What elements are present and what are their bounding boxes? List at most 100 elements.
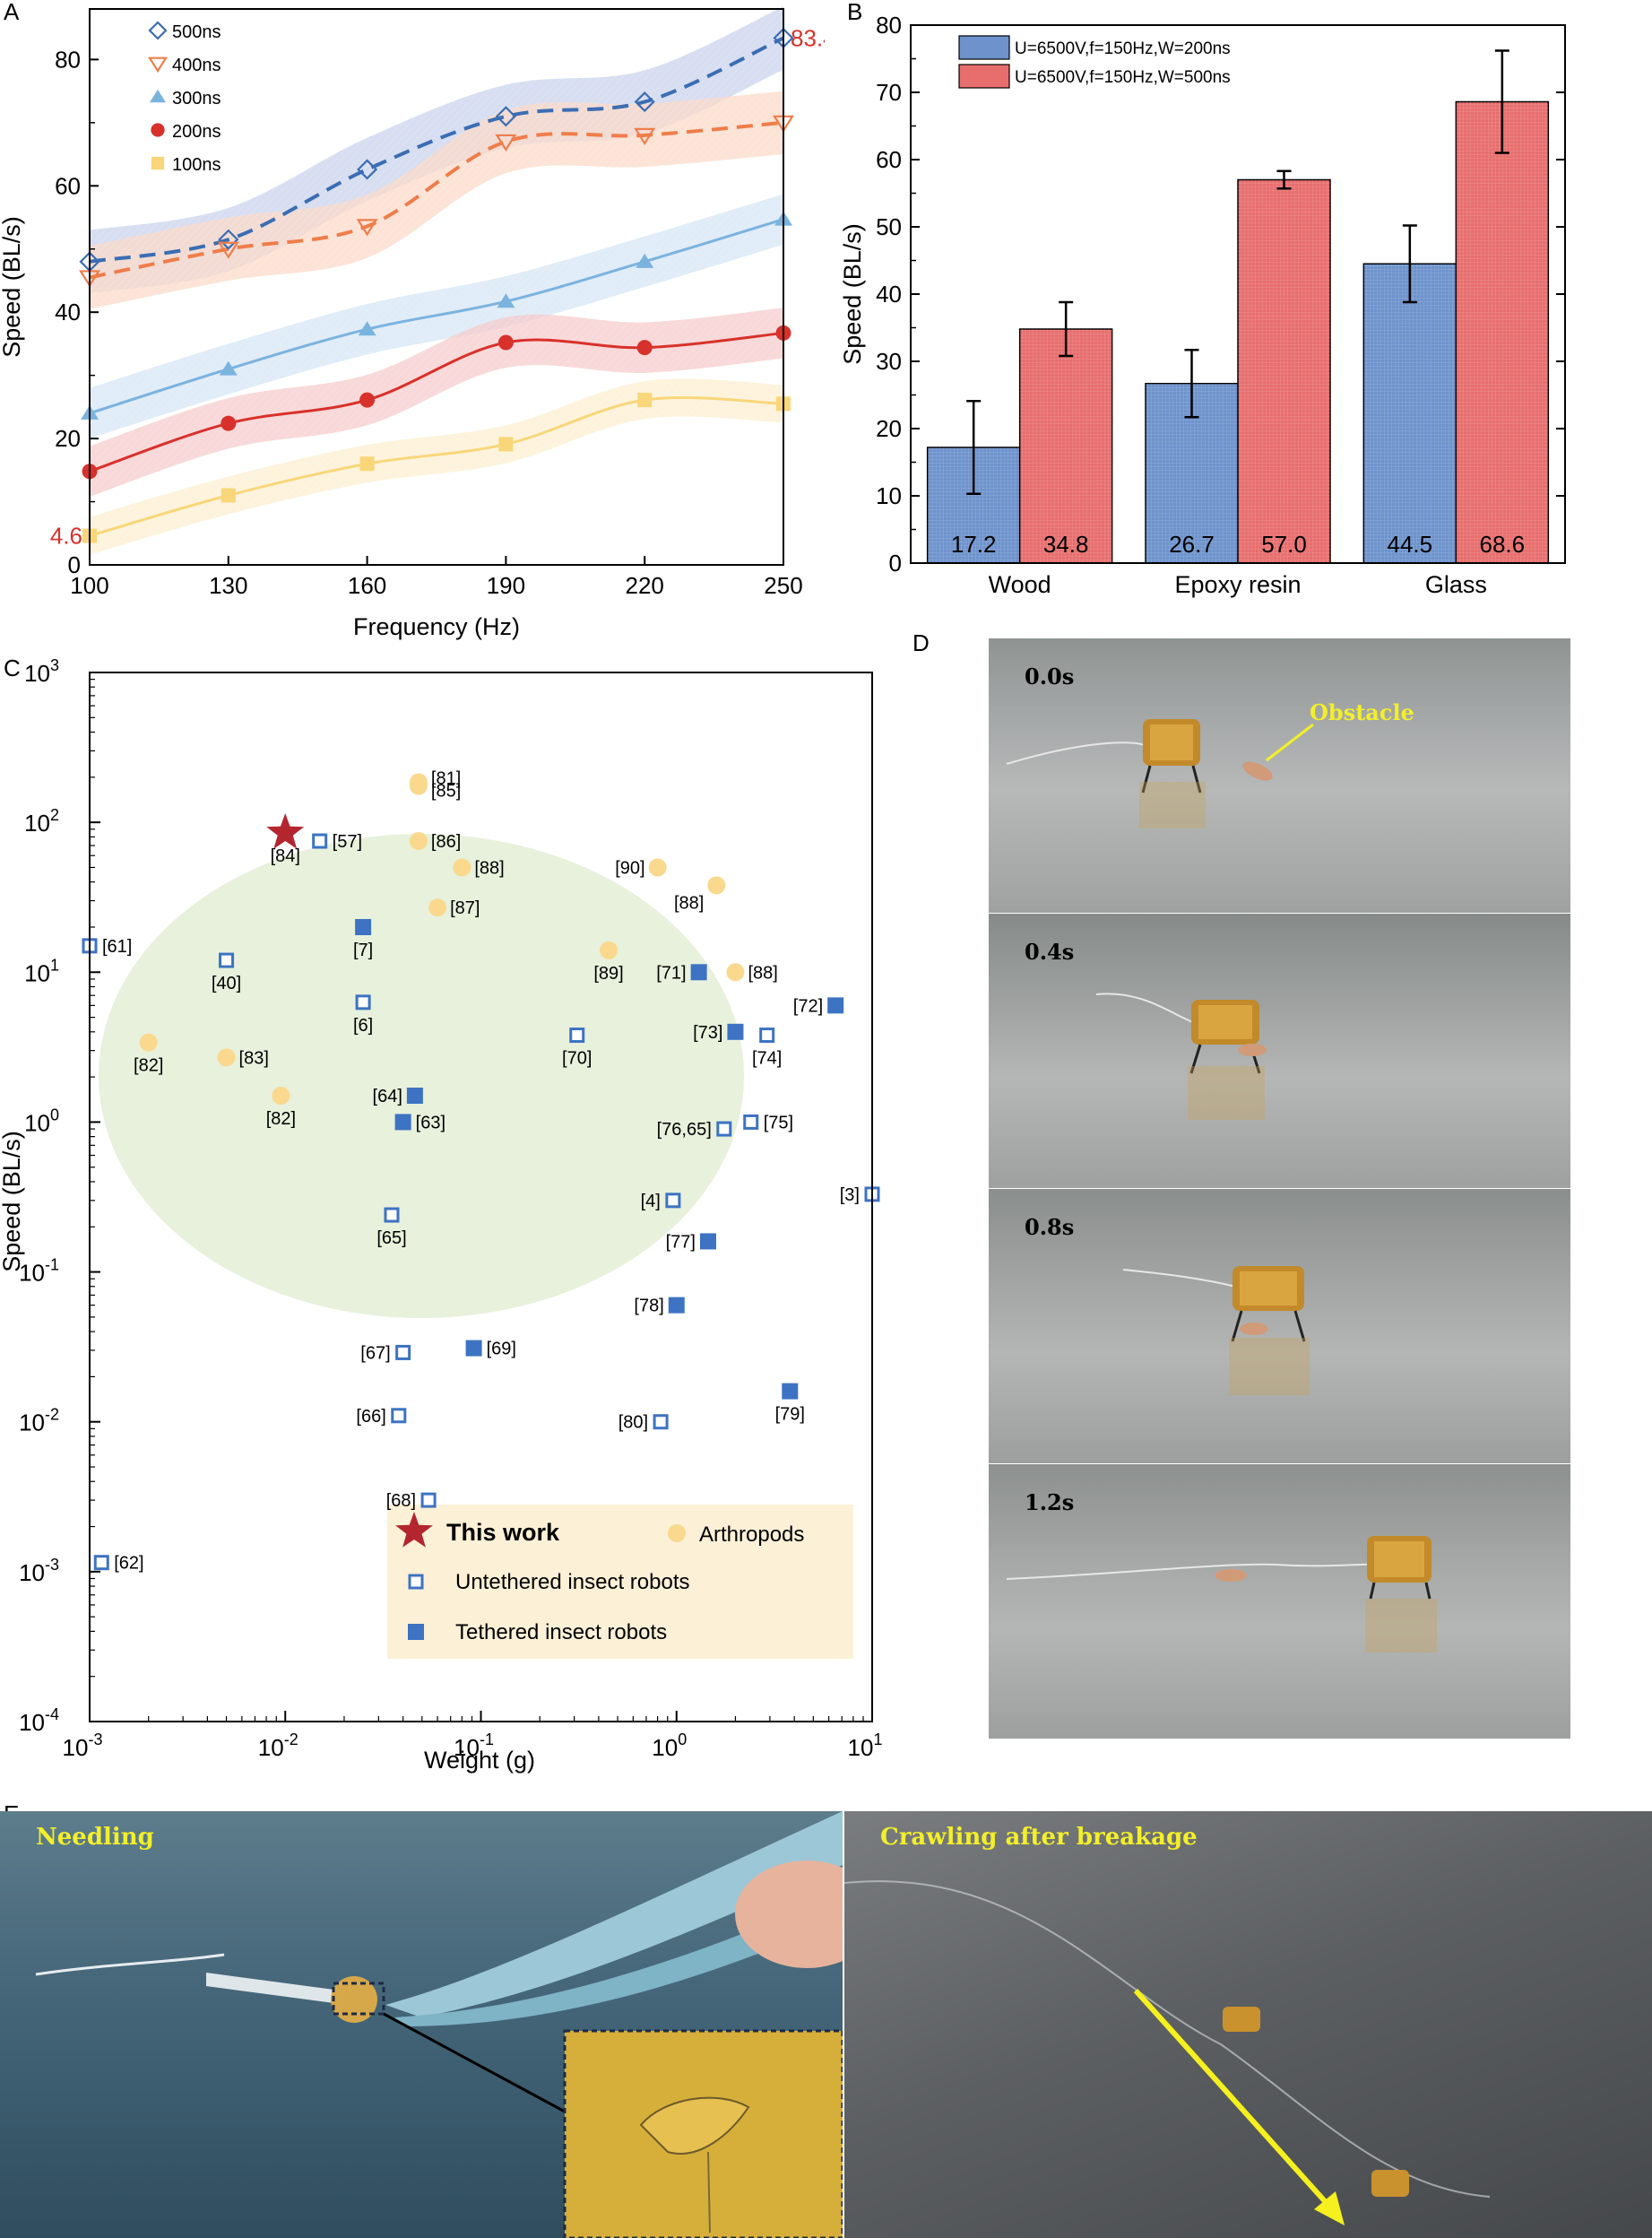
point-label-12: [82] xyxy=(266,1109,296,1129)
bar-value-label: 57.0 xyxy=(1261,531,1307,558)
point-tethered-38 xyxy=(782,1383,799,1400)
point-label-32: [73] xyxy=(693,1023,722,1043)
legend-label-300ns: 300ns xyxy=(172,89,221,108)
point-200ns-190 xyxy=(497,334,514,351)
point-label-2: [85] xyxy=(431,781,461,801)
chart-b-ylabel: Speed (BL/s) xyxy=(839,223,866,365)
point-label-25: [66] xyxy=(356,1407,385,1427)
point-label-14: [61] xyxy=(102,937,132,957)
point-label-9: [88] xyxy=(748,963,777,983)
point-untethered-27 xyxy=(420,1492,437,1508)
legend-marker-arthropods xyxy=(668,1524,686,1542)
point-arthropod-7 xyxy=(707,876,726,895)
point-untethered-28 xyxy=(93,1555,109,1571)
point-label-13: [57] xyxy=(333,832,362,852)
legend-label-untethered: Untethered insect robots xyxy=(455,1570,689,1594)
panel-letter-b: B xyxy=(847,0,863,25)
point-arthropod-9 xyxy=(726,963,745,982)
point-arthropod-8 xyxy=(600,941,618,959)
point-tethered-36 xyxy=(668,1297,685,1314)
point-label-35: [77] xyxy=(666,1232,696,1252)
point-untethered-26 xyxy=(653,1414,669,1430)
bar-value-label: 68.6 xyxy=(1480,531,1526,558)
bar-value-label: 26.7 xyxy=(1169,531,1215,558)
x-tick-label: 160 xyxy=(348,572,386,599)
legend-label-500ns: 500ns xyxy=(172,22,221,42)
legend-marker-100ns xyxy=(151,156,165,170)
point-label-36: [78] xyxy=(634,1297,663,1316)
legend-label-this-work: This work xyxy=(446,1519,560,1546)
point-100ns-160 xyxy=(359,456,375,472)
point-500ns-130 xyxy=(218,229,239,250)
point-400ns-160 xyxy=(356,219,378,237)
y-tick-label: 10-2 xyxy=(19,1406,59,1436)
point-300ns-160 xyxy=(358,321,376,336)
point-label-22: [3] xyxy=(840,1185,860,1205)
y-tick-label: 40 xyxy=(876,281,902,308)
needling-scene xyxy=(35,1811,843,2238)
legend-marker-400ns xyxy=(148,56,168,74)
point-tethered-34 xyxy=(394,1114,411,1131)
point-100ns-190 xyxy=(498,437,514,452)
y-tick-label: 0 xyxy=(889,550,902,577)
point-label-5: [87] xyxy=(450,898,480,918)
y-tick-label: 80 xyxy=(876,12,902,39)
point-label-6: [90] xyxy=(615,858,644,878)
frame-3-scene xyxy=(1122,1266,1310,1395)
point-arthropod-12 xyxy=(272,1086,290,1105)
point-label-11: [83] xyxy=(239,1048,269,1068)
video-frame-1: 0.0s Obstacle xyxy=(989,638,1570,913)
x-tick-label: 10-3 xyxy=(63,1731,103,1761)
chart-c-ylabel: Speed (BL/s) xyxy=(0,1131,25,1272)
chart-b: 17.2 34.8 26.7 57.0 44.5 68.6 Wood Epoxy resin… xyxy=(839,12,1566,598)
zoom-box xyxy=(332,1982,385,2016)
legend-label-200ns: 200ns xyxy=(172,122,221,142)
video-frame-3: 0.8s xyxy=(989,1189,1570,1463)
frame-3-time: 0.8s xyxy=(1025,1214,1075,1240)
point-arthropod-10 xyxy=(139,1033,158,1052)
frame-1-obstacle-label: Obstacle xyxy=(1310,699,1414,725)
point-label-15: [40] xyxy=(212,974,241,993)
legend-label-0: U=6500V,f=150Hz,W=200ns xyxy=(1015,39,1231,58)
y-tick-label: 0 xyxy=(68,551,81,578)
y-tick-label: 10-3 xyxy=(19,1556,59,1586)
point-label-0: [84] xyxy=(271,846,300,866)
y-tick-label: 102 xyxy=(24,806,59,837)
legend-swatch-0 xyxy=(958,35,1010,60)
obstacle xyxy=(1240,1323,1268,1335)
point-label-1: [81] xyxy=(431,769,461,789)
y-tick-label: 10-4 xyxy=(19,1705,59,1736)
point-tethered-30 xyxy=(690,964,707,981)
point-arthropod-2 xyxy=(409,773,428,792)
point-tethered-32 xyxy=(727,1023,744,1040)
point-label-8: [89] xyxy=(593,964,623,984)
category-label-2: Glass xyxy=(1425,571,1487,598)
point-label-24: [67] xyxy=(360,1343,390,1363)
robot-body xyxy=(331,1976,377,2023)
x-tick-label: 190 xyxy=(487,572,525,599)
y-tick-label: 60 xyxy=(55,172,81,199)
point-100ns-220 xyxy=(637,393,653,408)
category-label-0: Wood xyxy=(989,571,1051,598)
legend-marker-tethered xyxy=(408,1624,424,1640)
frame-1-time: 0.0s xyxy=(1025,664,1075,690)
y-tick-label: 103 xyxy=(24,656,59,687)
legend-marker-500ns xyxy=(148,21,168,40)
point-arthropod-3 xyxy=(409,832,428,851)
zoom-connector xyxy=(383,2012,566,2113)
point-label-37: [69] xyxy=(487,1340,516,1359)
point-label-18: [74] xyxy=(752,1049,782,1069)
chart-c-xlabel: Weight (g) xyxy=(424,1747,535,1774)
point-200ns-160 xyxy=(359,392,376,408)
x-tick-label: 100 xyxy=(652,1731,687,1761)
y-tick-label: 30 xyxy=(876,348,902,375)
point-label-27: [68] xyxy=(386,1491,416,1511)
point-label-34: [63] xyxy=(416,1113,445,1132)
point-label-28: [62] xyxy=(114,1554,143,1574)
needling-label: Needling xyxy=(36,1824,154,1851)
chart-a-xlabel: Frequency (Hz) xyxy=(353,613,520,640)
video-frame-4: 1.2s xyxy=(989,1464,1570,1739)
point-tethered-35 xyxy=(699,1233,716,1250)
tweezers xyxy=(385,1811,843,2017)
frame-1-scene xyxy=(1006,719,1314,828)
